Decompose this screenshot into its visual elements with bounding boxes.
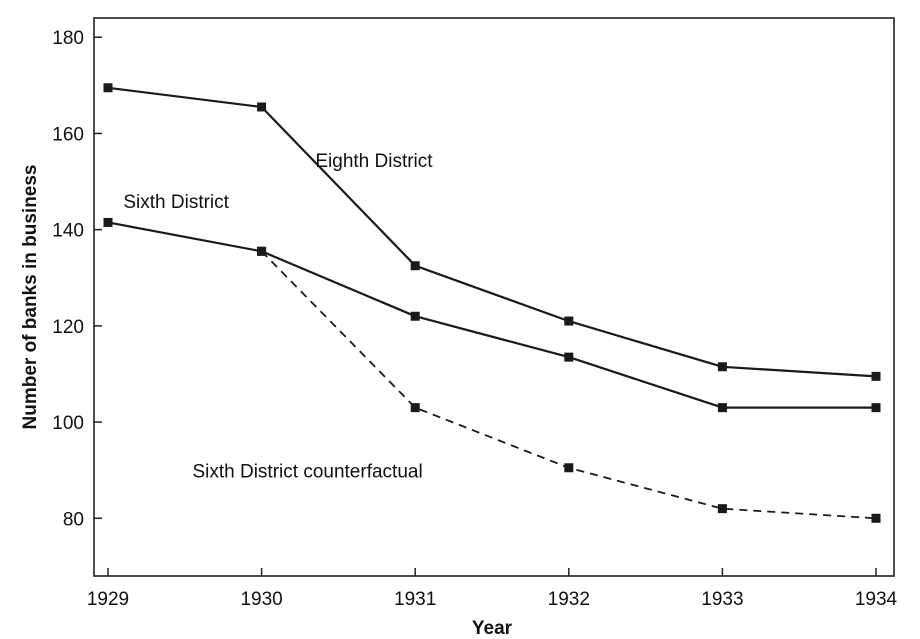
x-tick-label: 1934 — [855, 589, 898, 610]
y-axis-label: Number of banks in business — [20, 165, 41, 430]
series-point — [103, 217, 113, 227]
y-tick-label: 180 — [52, 28, 84, 49]
series-annotation: Eighth District — [315, 151, 433, 172]
series-point — [410, 403, 420, 413]
series-line-0 — [107, 86, 877, 378]
marker-layer — [103, 83, 881, 523]
plot-frame — [93, 17, 895, 577]
x-tick-label: 1930 — [240, 589, 282, 610]
series-point — [564, 316, 574, 326]
series-point — [564, 352, 574, 362]
y-tick-label: 140 — [52, 221, 84, 242]
series-point — [717, 362, 727, 372]
series-point — [103, 83, 113, 93]
annotation-layer: Eighth District Sixth District Sixth Distr… — [123, 151, 433, 482]
series-point — [717, 504, 727, 514]
series-layer — [107, 86, 877, 520]
series-point — [257, 246, 267, 256]
x-tick-label: 1929 — [87, 589, 129, 610]
series-point — [564, 463, 574, 473]
series-line-1 — [107, 221, 876, 409]
x-axis-ticks: 1929 1930 1931 1932 1933 1934 — [87, 568, 898, 610]
x-axis-label: Year — [472, 618, 513, 639]
y-tick-label: 160 — [52, 124, 84, 145]
x-tick-label: 1932 — [548, 589, 590, 610]
y-tick-label: 100 — [52, 413, 84, 434]
y-tick-label: 80 — [63, 509, 84, 530]
series-point — [871, 513, 881, 523]
y-axis-ticks: 80 100 120 140 160 180 — [52, 28, 102, 530]
series-point — [871, 403, 881, 413]
series-annotation: Sixth District — [123, 192, 229, 213]
x-tick-label: 1931 — [394, 589, 436, 610]
series-point — [257, 102, 267, 112]
series-point — [410, 311, 420, 321]
series-point — [410, 261, 420, 271]
x-tick-label: 1933 — [701, 589, 743, 610]
series-point — [717, 403, 727, 413]
series-point — [871, 371, 881, 381]
series-annotation: Sixth District counterfactual — [192, 461, 422, 482]
y-tick-label: 120 — [52, 317, 84, 338]
